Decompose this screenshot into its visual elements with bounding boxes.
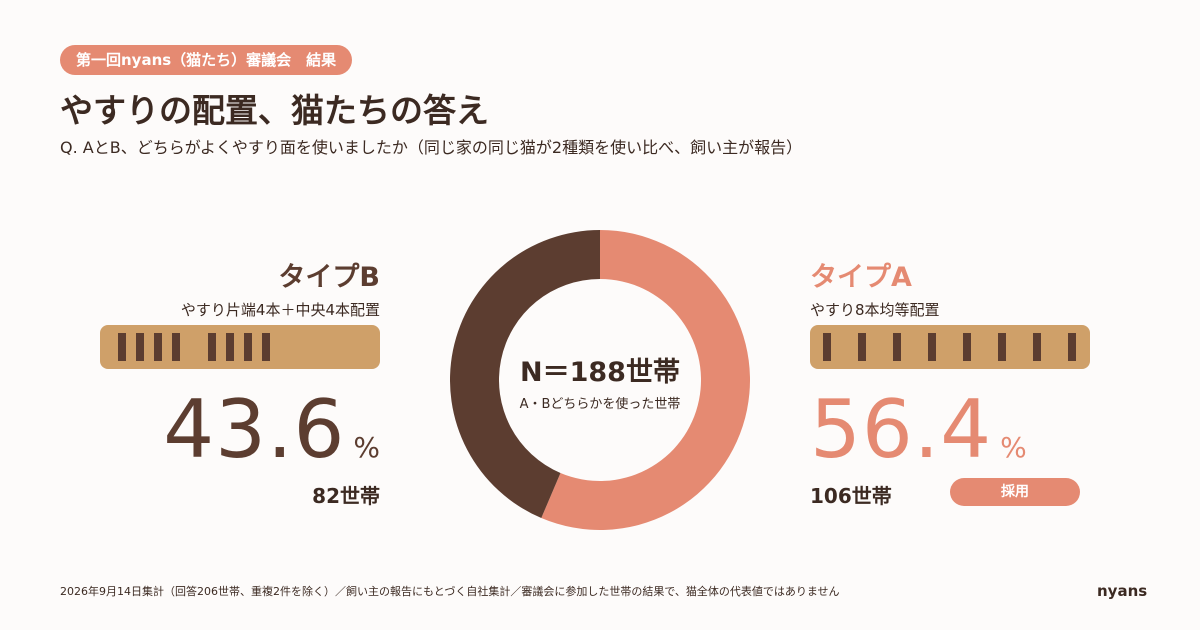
type-b-count: 82世帯: [312, 484, 380, 508]
rod-icon: [823, 333, 831, 361]
type-a-percent-value: 56.4: [810, 383, 993, 476]
rod-icon: [118, 333, 126, 361]
adopted-badge: 採用: [950, 478, 1080, 506]
rod-icon: [262, 333, 270, 361]
type-a-description: やすり8本均等配置: [810, 301, 940, 319]
total-respondents: N＝188世帯: [520, 357, 680, 388]
rod-icon: [154, 333, 162, 361]
rod-icon: [928, 333, 936, 361]
type-b-title: タイプB: [278, 262, 380, 293]
rod-icon: [963, 333, 971, 361]
type-b-description: やすり片端4本＋中央4本配置: [180, 301, 380, 319]
type-a-rod-diagram: [810, 325, 1090, 369]
brand-logo: nyans: [1097, 582, 1148, 600]
rod-icon: [244, 333, 252, 361]
donut-chart: [450, 230, 750, 530]
question-subtitle: Q. AとB、どちらがよくやすり面を使いましたか（同じ家の同じ猫が2種類を使い比…: [60, 138, 803, 157]
rod-icon: [136, 333, 144, 361]
rod-icon: [998, 333, 1006, 361]
result-badge: 第一回nyans（猫たち）審議会 結果: [60, 45, 353, 75]
rod-icon: [1033, 333, 1041, 361]
rod-icon: [172, 333, 180, 361]
rod-icon: [893, 333, 901, 361]
type-a-percent: 56.4 %: [810, 385, 1027, 475]
footnote: 2026年9月14日集計（回答206世帯、重複2件を除く）／飼い主の報告にもとづ…: [60, 585, 840, 598]
donut-slice-type-b: [450, 230, 600, 519]
type-b-percent-value: 43.6: [163, 383, 346, 476]
type-a-percent-sign: %: [1000, 431, 1027, 464]
rod-icon: [226, 333, 234, 361]
page-title: やすりの配置、猫たちの答え: [60, 91, 489, 130]
type-b-rod-diagram: [100, 325, 380, 369]
donut-slice-type-a: [541, 230, 750, 530]
type-b-percent: 43.6 %: [163, 385, 380, 475]
rod-icon: [1068, 333, 1076, 361]
rod-icon: [858, 333, 866, 361]
type-b-percent-sign: %: [353, 431, 380, 464]
type-a-count: 106世帯: [810, 484, 892, 508]
type-a-title: タイプA: [810, 262, 912, 293]
rod-icon: [208, 333, 216, 361]
total-caption: A・Bどちらかを使った世帯: [519, 397, 681, 412]
